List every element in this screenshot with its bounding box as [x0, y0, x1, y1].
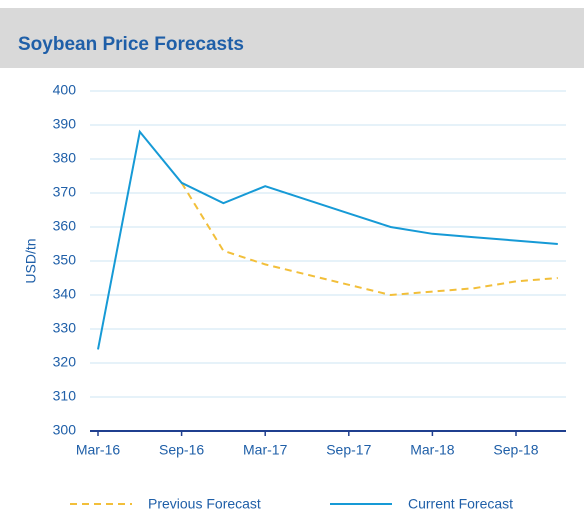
x-tick-label: Mar-17	[243, 442, 288, 458]
y-tick-label: 380	[53, 150, 77, 166]
series-line	[97, 129, 558, 350]
legend-label: Previous Forecast	[148, 496, 261, 512]
y-tick-label: 350	[53, 252, 77, 268]
y-tick-label: 320	[53, 354, 77, 370]
y-tick-label: 390	[53, 116, 77, 132]
x-tick-label: Sep-18	[493, 442, 538, 458]
x-tick-label: Mar-16	[76, 442, 121, 458]
y-axis-label: USD/tn	[23, 238, 39, 283]
y-tick-label: 300	[53, 422, 77, 438]
header-band	[0, 8, 584, 68]
y-tick-label: 330	[53, 320, 77, 336]
series-line	[180, 182, 558, 297]
y-tick-label: 340	[53, 286, 77, 302]
x-tick-label: Sep-16	[159, 442, 204, 458]
y-tick-label: 360	[53, 218, 77, 234]
x-tick-label: Mar-18	[410, 442, 455, 458]
legend-label: Current Forecast	[408, 496, 513, 512]
y-tick-label: 400	[53, 82, 77, 98]
y-tick-label: 310	[53, 388, 77, 404]
x-tick-label: Sep-17	[326, 442, 371, 458]
chart-title: Soybean Price Forecasts	[18, 34, 244, 55]
y-tick-label: 370	[53, 184, 77, 200]
